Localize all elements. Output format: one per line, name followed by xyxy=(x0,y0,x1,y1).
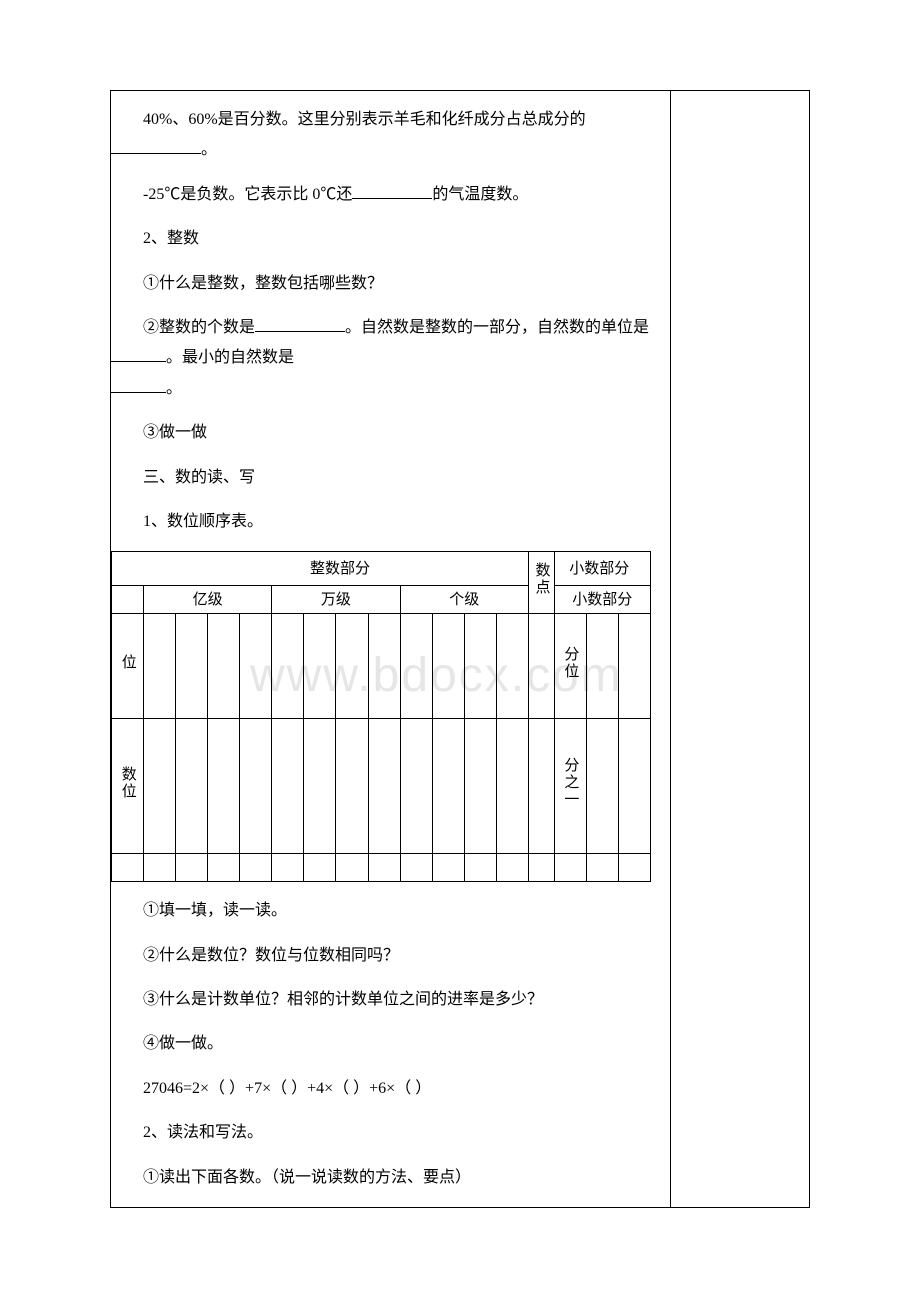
cell xyxy=(304,719,336,854)
cell xyxy=(272,719,304,854)
cell xyxy=(208,614,240,719)
cell xyxy=(208,719,240,854)
ge-level-header: 个级 xyxy=(400,586,528,614)
yi-level-header: 亿级 xyxy=(144,586,272,614)
cell xyxy=(336,854,368,882)
cell xyxy=(112,586,144,614)
paragraph-negative: -25℃是负数。它表示比 0℃还 的气温度数。 xyxy=(111,180,670,210)
wan-level-header: 万级 xyxy=(272,586,400,614)
cell xyxy=(208,854,240,882)
cell xyxy=(240,854,272,882)
header-row-1: 整数部分 数点 小数部分 xyxy=(112,552,651,586)
heading-read-write-method: 2、读法和写法。 xyxy=(111,1118,670,1148)
cell xyxy=(400,854,432,882)
blank-fill xyxy=(352,183,432,199)
question-place-digit: ②什么是数位？数位与位数相同吗？ xyxy=(111,941,670,971)
cell xyxy=(304,614,336,719)
question-integer-def: ①什么是整数，整数包括哪些数？ xyxy=(111,269,670,299)
decimal-sub-header: 小数部分 xyxy=(554,586,650,614)
place-value-table: 整数部分 数点 小数部分 亿级 万级 个级 小数部分 位 xyxy=(111,551,651,882)
cell xyxy=(336,614,368,719)
blank-fill xyxy=(111,346,166,362)
cell xyxy=(464,614,496,719)
text: ②整数的个数是 xyxy=(143,319,255,336)
cell xyxy=(304,854,336,882)
decimal-part-header: 小数部分 xyxy=(554,552,650,586)
outer-frame-table: 40%、60%是百分数。这里分别表示羊毛和化纤成分占总成分的。 -25℃是负数。… xyxy=(110,90,810,1208)
cell xyxy=(176,719,208,854)
cell xyxy=(432,854,464,882)
text: 。 xyxy=(166,380,182,397)
cell xyxy=(496,854,528,882)
cell xyxy=(272,614,304,719)
question-counting-unit: ③什么是计数单位？相邻的计数单位之间的进率是多少？ xyxy=(111,985,670,1015)
main-content-cell: 40%、60%是百分数。这里分别表示羊毛和化纤成分占总成分的。 -25℃是负数。… xyxy=(111,91,671,1208)
blank-fill xyxy=(255,316,345,332)
cell xyxy=(554,854,586,882)
cell xyxy=(496,614,528,719)
task-fill-read: ①填一填，读一读。 xyxy=(111,896,670,926)
text: 。最小的自然数是 xyxy=(166,349,294,366)
cell xyxy=(528,614,554,719)
blank-fill xyxy=(111,377,166,393)
heading-place-value-table: 1、数位顺序表。 xyxy=(111,507,670,537)
heading-read-write: 三、数的读、写 xyxy=(111,463,670,493)
task-read-numbers: ①读出下面各数。（说一说读数的方法、要点） xyxy=(111,1163,670,1193)
cell xyxy=(528,719,554,854)
text: 的气温度数。 xyxy=(432,186,528,203)
cell xyxy=(618,614,650,719)
cell xyxy=(368,854,400,882)
cell xyxy=(618,854,650,882)
cell xyxy=(144,719,176,854)
cell xyxy=(432,614,464,719)
cell xyxy=(112,854,144,882)
paragraph-percent: 40%、60%是百分数。这里分别表示羊毛和化纤成分占总成分的。 xyxy=(111,105,670,166)
position-row-label: 位 xyxy=(112,614,144,719)
integer-part-header: 整数部分 xyxy=(112,552,529,586)
fenwei-cell: 分位 xyxy=(554,614,586,719)
cell xyxy=(240,614,272,719)
cell xyxy=(272,854,304,882)
unit-row: 数位 分之一 xyxy=(112,719,651,854)
question-integer-count: ②整数的个数是 。自然数是整数的一部分，自然数的单位是。最小的自然数是。 xyxy=(111,313,670,404)
unit-row-label: 数位 xyxy=(112,719,144,854)
cell xyxy=(144,614,176,719)
do-exercise-2: ④做一做。 xyxy=(111,1029,670,1059)
cell xyxy=(368,614,400,719)
text: 。 xyxy=(201,141,217,158)
cell xyxy=(336,719,368,854)
cell xyxy=(464,719,496,854)
position-row: 位 分位 xyxy=(112,614,651,719)
blank-fill xyxy=(111,138,201,154)
text: 40%、60%是百分数。这里分别表示羊毛和化纤成分占总成分的 xyxy=(143,111,586,128)
decimal-point-header: 数点 xyxy=(528,552,554,614)
cell xyxy=(528,854,554,882)
cell xyxy=(400,614,432,719)
cell xyxy=(618,719,650,854)
text: -25℃是负数。它表示比 0℃还 xyxy=(143,186,352,203)
text: 。自然数是整数的一部分，自然数的单位是 xyxy=(345,319,649,336)
cell xyxy=(586,719,618,854)
cell xyxy=(432,719,464,854)
cell xyxy=(464,854,496,882)
cell xyxy=(176,854,208,882)
page-content: 40%、60%是百分数。这里分别表示羊毛和化纤成分占总成分的。 -25℃是负数。… xyxy=(110,90,810,1208)
cell xyxy=(176,614,208,719)
fenzhi-cell: 分之一 xyxy=(554,719,586,854)
header-row-2: 亿级 万级 个级 小数部分 xyxy=(112,586,651,614)
side-empty-cell xyxy=(670,91,809,1208)
cell xyxy=(368,719,400,854)
cell xyxy=(586,614,618,719)
cell xyxy=(240,719,272,854)
cell xyxy=(496,719,528,854)
cell xyxy=(586,854,618,882)
empty-bottom-row xyxy=(112,854,651,882)
cell xyxy=(144,854,176,882)
cell xyxy=(400,719,432,854)
heading-integer: 2、整数 xyxy=(111,224,670,254)
equation-27046: 27046=2×（ ）+7×（ ）+4×（ ）+6×（ ） xyxy=(111,1074,670,1104)
do-exercise: ③做一做 xyxy=(111,418,670,448)
